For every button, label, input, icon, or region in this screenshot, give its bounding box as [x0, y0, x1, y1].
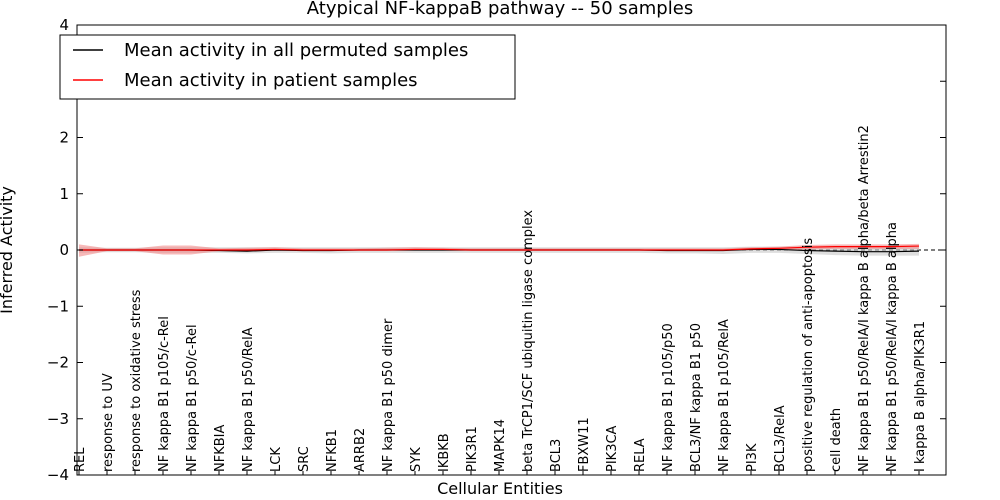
- x-tick-label: SRC: [297, 446, 312, 472]
- x-tick-label: RELA: [633, 438, 648, 472]
- legend-box: [59, 34, 516, 100]
- x-tick-label: positive regulation of anti-apoptosis: [801, 238, 816, 472]
- y-tick-label: −2: [47, 354, 69, 372]
- y-tick-label: −4: [47, 466, 69, 484]
- x-tick-label: ARRB2: [353, 428, 368, 472]
- x-tick-label: NF kappa B1 p105/c-Rel: [157, 316, 172, 472]
- x-tick-label: NF kappa B1 p50/RelA: [241, 327, 256, 472]
- x-tick-label: NF kappa B1 p50 dimer: [381, 318, 396, 472]
- legend-label-1: Mean activity in all permuted samples: [124, 40, 468, 61]
- x-tick-label: response to oxidative stress: [129, 289, 144, 472]
- y-tick-label: 1: [59, 185, 69, 203]
- x-axis-label: Cellular Entities: [437, 479, 563, 498]
- y-tick-label: 4: [59, 16, 69, 34]
- x-tick-label: BCL3/RelA: [773, 405, 788, 472]
- x-tick-label: cell death: [829, 408, 844, 472]
- y-tick-label: −3: [47, 410, 69, 428]
- x-tick-label: NF kappa B1 p50/RelA/I kappa B alpha: [885, 222, 900, 472]
- x-tick-label: FBXW11: [577, 417, 592, 472]
- chart-title: Atypical NF-kappaB pathway -- 50 samples: [307, 0, 693, 19]
- y-tick-label: 2: [59, 129, 69, 147]
- legend: Mean activity in all permuted samples Mea…: [59, 34, 516, 100]
- x-tick-label: BCL3: [549, 439, 564, 472]
- x-tick-label: LCK: [269, 447, 284, 472]
- x-tick-label: NFKB1: [325, 429, 340, 472]
- x-tick-label: NF kappa B1 p50/c-Rel: [185, 324, 200, 472]
- x-tick-label: MAPK14: [493, 419, 508, 472]
- x-tick-label: REL: [73, 447, 88, 472]
- legend-label-2: Mean activity in patient samples: [124, 70, 418, 91]
- x-tick-label: BCL3/NF kappa B1 p50: [689, 323, 704, 472]
- x-tick-label: SYK: [409, 447, 424, 472]
- y-tick-label: 0: [59, 241, 69, 259]
- x-tick-label: PIK3R1: [465, 426, 480, 472]
- x-tick-label: NF kappa B1 p105/RelA: [717, 319, 732, 472]
- y-tick-label: −1: [47, 297, 69, 315]
- x-tick-label: beta TrCP1/SCF ubiquitin ligase complex: [521, 210, 536, 472]
- x-tick-label: PIK3CA: [605, 425, 620, 472]
- series-2-line: [79, 245, 920, 251]
- x-tick-label: I kappa B alpha/PIK3R1: [913, 321, 928, 472]
- x-tick-label: NF kappa B1 p50/RelA/I kappa B alpha/bet…: [857, 125, 872, 472]
- y-axis-label: Inferred Activity: [0, 186, 16, 314]
- x-tick-label: IKBKB: [437, 433, 452, 472]
- x-tick-label: PI3K: [745, 443, 760, 472]
- x-tick-label: response to UV: [101, 373, 116, 472]
- x-tick-label: NF kappa B1 p105/p50: [661, 323, 676, 472]
- x-tick-label: NFKBIA: [213, 425, 228, 472]
